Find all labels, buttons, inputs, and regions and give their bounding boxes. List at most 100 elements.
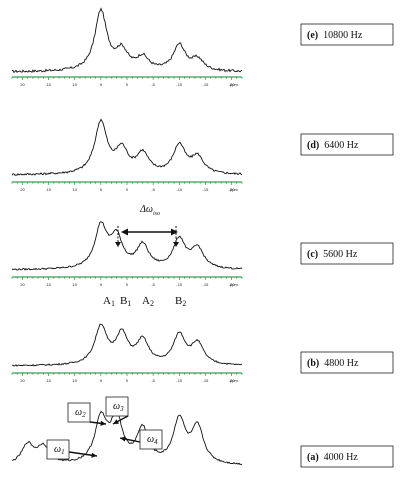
label-box [300,445,394,468]
tick-label: -5 [151,378,155,383]
peak-label: A2 [142,295,154,308]
omega-callout-3: ω3 [105,396,129,425]
callout-box [139,429,163,450]
arrow-head-left [121,228,128,236]
omega-callout-4: ω4 [119,429,163,450]
arrow-head-right [171,228,178,236]
tick-label: 10 [73,378,78,383]
tick-label: 20 [20,282,25,287]
callout-box [105,396,129,417]
tick-label: 20 [20,82,25,87]
rate-label-box: (a) 4000 Hz [300,445,394,468]
tick-label: 0 [126,82,129,87]
peak-label: A1 [103,295,115,308]
rate-label-box: (c) 5600 Hz [300,242,394,265]
unit-label: ppm [230,378,238,383]
rate-label: (b) 4800 Hz [307,358,359,369]
spin-rate: 6400 Hz [324,140,359,151]
omega-label: ω2 [75,407,86,419]
tick-label: -20 [229,282,236,287]
unit-label: ppm [230,82,238,87]
delta-omega-label: Δωiso [139,204,160,217]
callout-arrowhead [120,436,126,442]
tick-label: 20 [20,187,25,192]
spin-rate: 4000 Hz [324,452,359,463]
rate-label: (c) 5600 Hz [307,249,358,260]
unit-label: ppm [230,187,238,192]
panel-letter: (e) [307,30,318,41]
label-box [300,242,394,265]
panel-letter: (c) [307,249,318,260]
rate-label: (d) 6400 Hz [307,140,359,151]
tick-label: -15 [203,282,210,287]
spectrum-line [11,323,243,367]
spectrum-line [11,7,243,74]
tick-label: -5 [151,82,155,87]
tick-label: -10 [176,187,183,192]
rate-label: (a) 4000 Hz [307,452,358,463]
rate-label-box: (b) 4800 Hz [300,351,394,374]
tick-label: 0 [126,282,129,287]
tick-label: -10 [176,282,183,287]
callout-arrowhead [100,420,106,426]
marker-arrow [115,242,121,247]
tick-label: -10 [176,378,183,383]
tick-label: 5 [100,82,103,87]
spectrum-line [11,221,243,271]
tick-label: 10 [73,82,78,87]
tick-label: 15 [46,82,51,87]
label-box [300,23,394,46]
omega-label: ω3 [113,401,124,413]
tick-label: -20 [229,82,236,87]
marker-arrow [173,242,179,247]
tick-label: 5 [100,187,103,192]
rate-label: (e) 10800 Hz [307,30,363,41]
tick-label: -5 [151,282,155,287]
omega-callout-2: ω2 [67,402,107,426]
tick-label: -15 [203,378,210,383]
delta-omega-annotation: Δωiso A1 B1 A2 B2 [103,204,186,308]
peak-label: B1 [120,295,131,308]
spin-rate: 10800 Hz [323,30,363,41]
omega-label: ω1 [54,444,65,456]
spectrum-line [12,410,243,466]
spectrum-line [11,118,243,176]
label-box [300,351,394,374]
tick-label: -20 [229,378,236,383]
tick-label: -20 [229,187,236,192]
tick-label: 0 [126,187,129,192]
callout-box [67,402,91,423]
omega-callout-1: ω1 [46,439,98,460]
callout-box [46,439,70,460]
tick-label: -10 [176,82,183,87]
omega-label: ω4 [147,434,158,446]
tick-label: 15 [46,378,51,383]
label-box [300,133,394,156]
tick-label: -15 [203,187,210,192]
tick-label: 10 [73,282,78,287]
tick-label: -15 [203,82,210,87]
unit-label: ppm [230,282,238,287]
spin-rate: 5600 Hz [323,249,358,260]
rate-label-box: (d) 6400 Hz [300,133,394,156]
tick-label: -5 [151,187,155,192]
tick-label: 5 [100,378,103,383]
tick-label: 10 [73,187,78,192]
panel-letter: (a) [307,452,319,463]
tick-label: 15 [46,282,51,287]
tick-label: 0 [126,378,129,383]
panel-letter: (b) [307,358,319,369]
tick-label: 15 [46,187,51,192]
tick-label: 20 [20,378,25,383]
callout-arrowhead [91,452,97,458]
peak-label: B2 [175,295,186,308]
